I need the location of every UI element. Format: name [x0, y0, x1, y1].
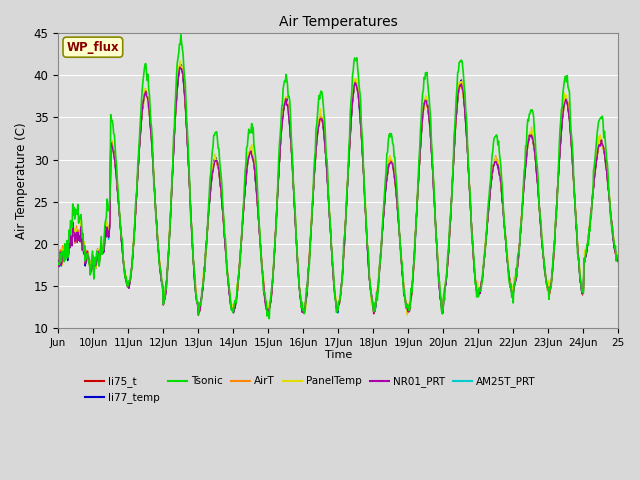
Text: WP_flux: WP_flux: [67, 41, 119, 54]
Legend: li75_t, li77_temp, Tsonic, AirT, PanelTemp, NR01_PRT, AM25T_PRT: li75_t, li77_temp, Tsonic, AirT, PanelTe…: [81, 372, 540, 408]
Y-axis label: Air Temperature (C): Air Temperature (C): [15, 122, 28, 239]
X-axis label: Time: Time: [324, 349, 352, 360]
Title: Air Temperatures: Air Temperatures: [279, 15, 397, 29]
